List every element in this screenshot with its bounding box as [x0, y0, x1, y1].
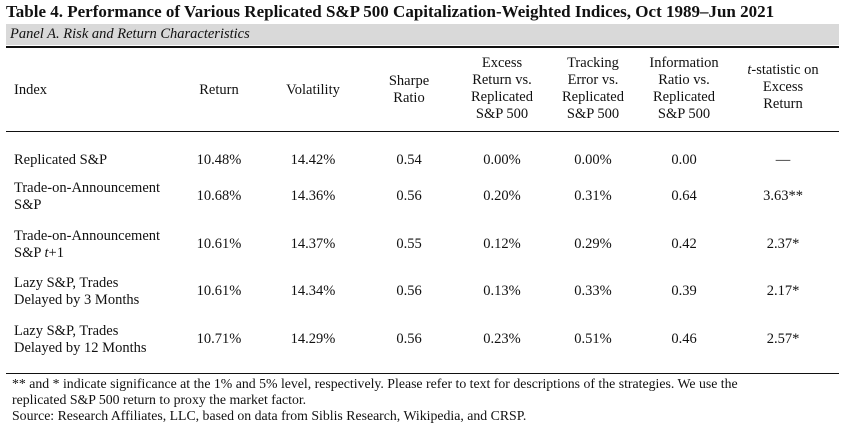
row-label: Lazy S&P, Trades — [14, 323, 119, 339]
cell-tracking: 0.33% — [574, 283, 612, 299]
cell-tstat: — — [775, 152, 791, 168]
cell-return: 10.71% — [196, 331, 242, 347]
row-label: S&P t+1 — [14, 245, 64, 261]
cell-tracking: 0.29% — [574, 236, 612, 252]
header-info-line-4: S&P 500 — [657, 106, 711, 122]
header-info-line-1: Information — [649, 55, 719, 71]
row-label: Lazy S&P, Trades — [14, 275, 119, 291]
source-note: Source: Research Affiliates, LLC, based … — [12, 408, 527, 423]
header-rule-bottom — [6, 131, 839, 132]
cell-sharpe: 0.56 — [396, 188, 422, 204]
cell-tracking: 0.51% — [574, 331, 612, 347]
header-tracking-line-1: Tracking — [567, 55, 619, 71]
cell-info: 0.46 — [671, 331, 697, 347]
cell-info: 0.64 — [671, 188, 697, 204]
header-excess-line-4: S&P 500 — [475, 106, 529, 122]
cell-return: 10.48% — [196, 152, 242, 168]
header-sharpe-line-1: Sharpe — [388, 73, 430, 89]
cell-volatility: 14.42% — [290, 152, 336, 168]
cell-info: 0.39 — [671, 283, 697, 299]
cell-excess: 0.00% — [483, 152, 521, 168]
cell-excess: 0.13% — [483, 283, 521, 299]
header-volatility: Volatility — [286, 82, 340, 98]
header-excess-line-1: Excess — [481, 55, 523, 71]
footnote-line-1: ** and * indicate significance at the 1%… — [12, 376, 738, 391]
cell-tstat: 3.63** — [763, 188, 803, 204]
cell-tracking: 0.00% — [574, 152, 612, 168]
cell-return: 10.61% — [196, 283, 242, 299]
header-index: Index — [14, 82, 48, 98]
row-label: Trade-on-Announcement — [14, 228, 161, 244]
header-tstat-line-2: Excess — [762, 79, 804, 95]
cell-volatility: 14.29% — [290, 331, 336, 347]
cell-excess: 0.12% — [483, 236, 521, 252]
cell-excess: 0.23% — [483, 331, 521, 347]
cell-volatility: 14.37% — [290, 236, 336, 252]
header-excess-line-3: Replicated — [470, 89, 534, 105]
header-rule-top — [6, 46, 839, 48]
header-info-line-2: Ratio vs. — [658, 72, 710, 88]
cell-tstat: 2.17* — [766, 283, 800, 299]
cell-info: 0.42 — [671, 236, 697, 252]
header-tstat-line-1: t-statistic on — [747, 62, 819, 78]
cell-sharpe: 0.56 — [396, 283, 422, 299]
table-rule-bottom — [6, 373, 839, 374]
cell-volatility: 14.36% — [290, 188, 336, 204]
table-title: Table 4. Performance of Various Replicat… — [6, 2, 775, 21]
cell-tstat: 2.57* — [766, 331, 800, 347]
header-return: Return — [199, 82, 239, 98]
cell-excess: 0.20% — [483, 188, 521, 204]
footnote-line-2: replicated S&P 500 return to proxy the m… — [12, 392, 307, 407]
cell-sharpe: 0.54 — [396, 152, 422, 168]
header-tracking-line-4: S&P 500 — [566, 106, 620, 122]
cell-sharpe: 0.56 — [396, 331, 422, 347]
cell-tstat: 2.37* — [766, 236, 800, 252]
row-label: Delayed by 12 Months — [14, 340, 147, 356]
header-info-line-3: Replicated — [652, 89, 716, 105]
panel-label: Panel A. Risk and Return Characteristics — [6, 24, 839, 45]
row-label: Delayed by 3 Months — [14, 292, 140, 308]
header-excess-line-2: Return vs. — [472, 72, 532, 88]
cell-return: 10.68% — [196, 188, 242, 204]
row-label: Replicated S&P — [14, 152, 108, 168]
header-tstat-line-3: Return — [763, 96, 803, 112]
cell-return: 10.61% — [196, 236, 242, 252]
row-label: S&P — [14, 197, 42, 213]
cell-tracking: 0.31% — [574, 188, 612, 204]
header-tracking-line-3: Replicated — [561, 89, 625, 105]
header-tracking-line-2: Error vs. — [567, 72, 619, 88]
cell-sharpe: 0.55 — [396, 236, 422, 252]
cell-volatility: 14.34% — [290, 283, 336, 299]
row-label: Trade-on-Announcement — [14, 180, 161, 196]
header-sharpe-line-2: Ratio — [393, 90, 425, 106]
cell-info: 0.00 — [671, 152, 697, 168]
